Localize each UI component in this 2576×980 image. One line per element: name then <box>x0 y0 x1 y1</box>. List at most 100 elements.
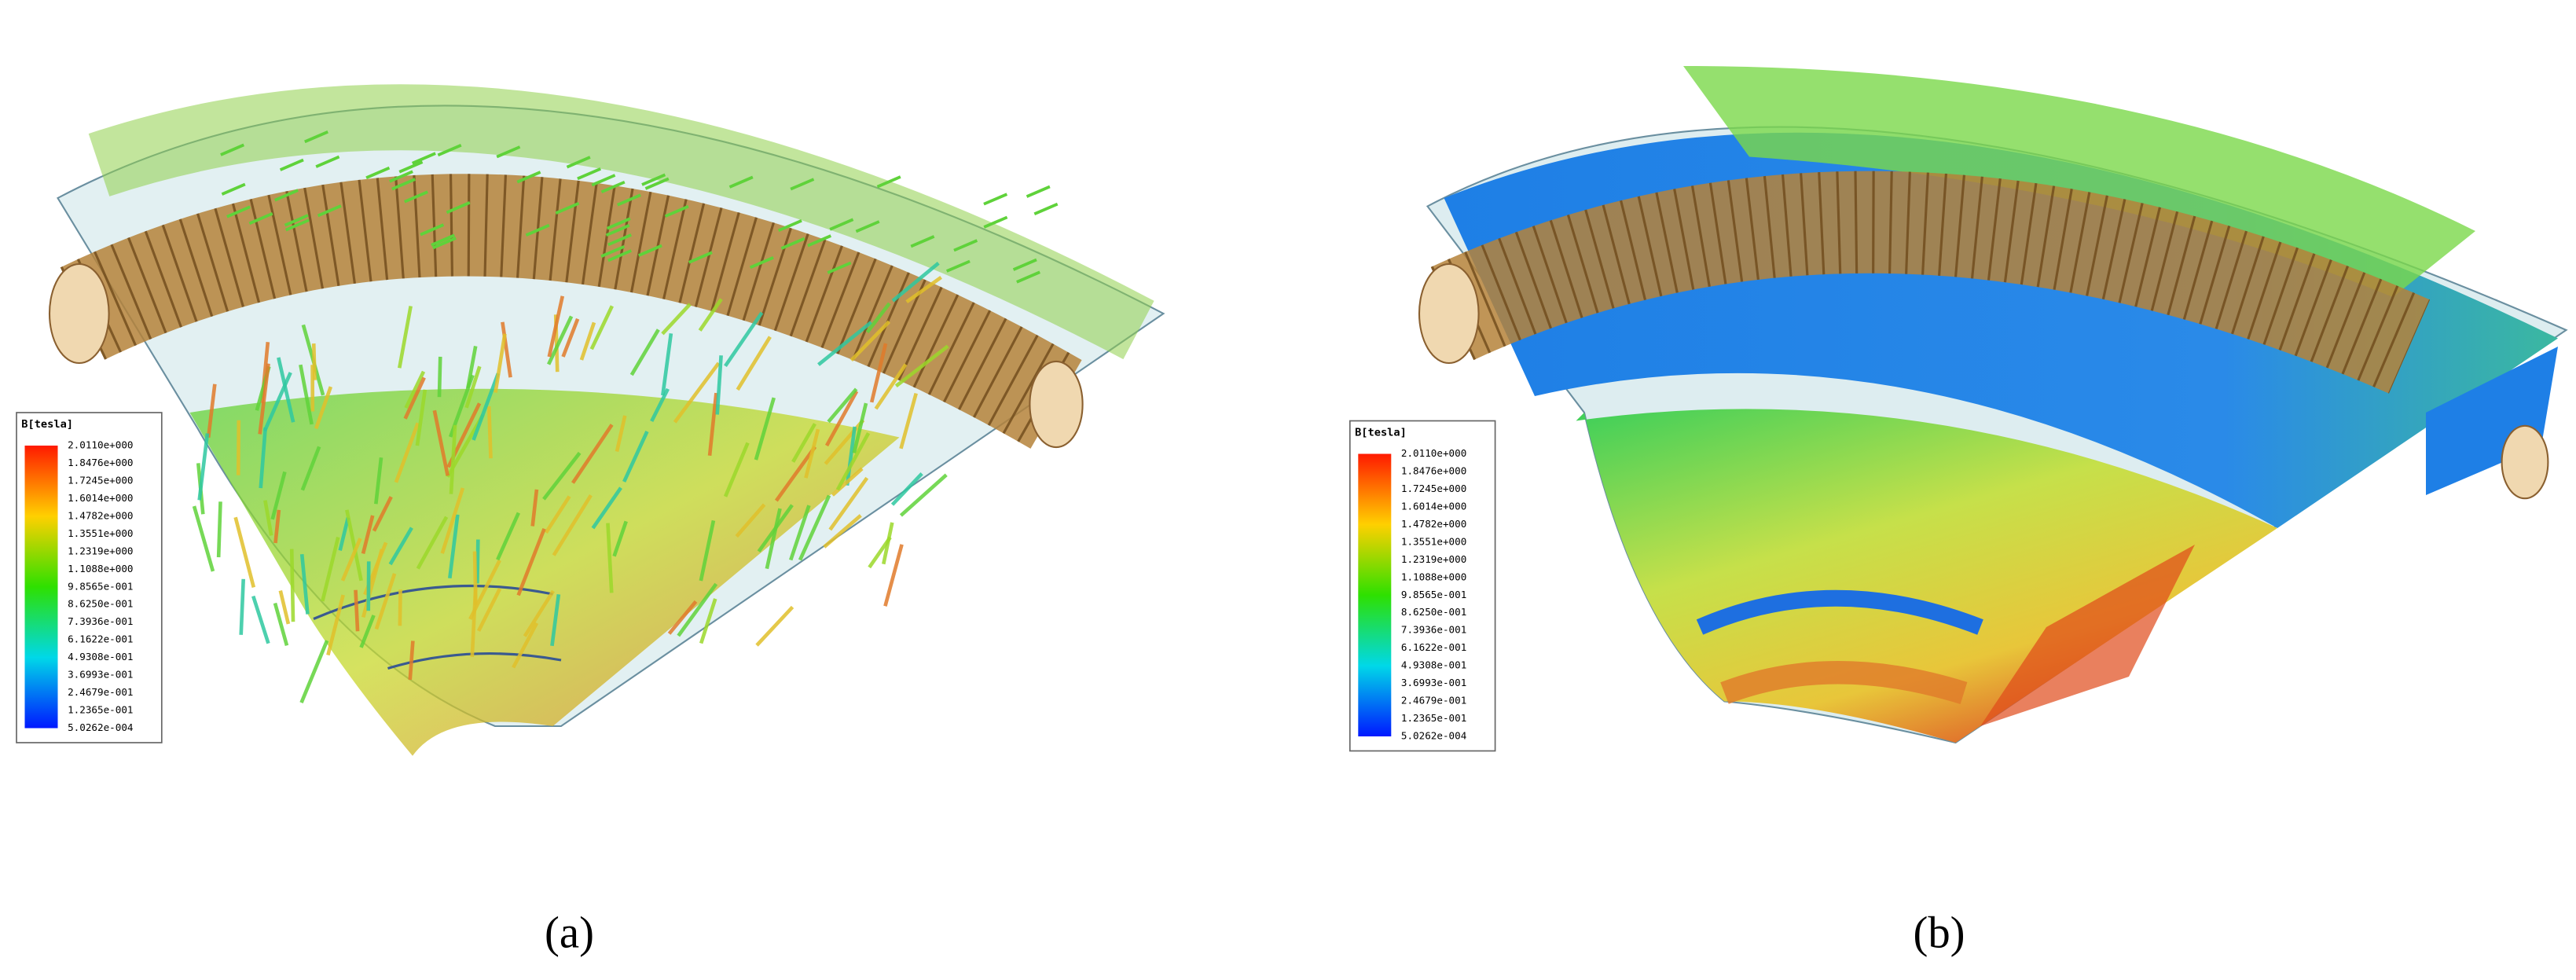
field-arrow <box>606 217 631 230</box>
field-arrow <box>789 505 811 561</box>
field-arrow <box>262 372 292 432</box>
field-arrow <box>226 205 251 218</box>
legend-value: 6.1622e-001 <box>68 633 133 645</box>
field-arrow <box>600 180 626 194</box>
legend-value: 2.4679e-001 <box>68 686 133 698</box>
field-arrow <box>361 549 384 618</box>
field-arrow <box>629 329 660 376</box>
field-arrow <box>591 174 616 187</box>
field-arrow <box>389 170 413 183</box>
field-arrow <box>550 594 561 647</box>
field-arrow <box>736 336 772 391</box>
field-arrow <box>876 175 901 189</box>
legend-value: 8.6250e-001 <box>1401 606 1466 618</box>
field-arrow <box>516 527 546 596</box>
field-arrow <box>432 237 457 250</box>
legend-value: 1.8476e+000 <box>1401 464 1466 476</box>
field-arrow <box>791 423 816 463</box>
field-arrow <box>749 256 774 270</box>
field-arrow <box>284 214 309 227</box>
field-arrow <box>622 431 649 483</box>
legend-value: 4.9308e-001 <box>68 651 133 663</box>
legend-value: 5.0262e-004 <box>68 721 133 733</box>
field-arrow <box>899 473 948 517</box>
legend-value: 3.6993e-001 <box>1401 677 1466 688</box>
field-arrow <box>486 406 493 459</box>
field-arrow <box>496 512 520 561</box>
field-arrow <box>547 315 574 365</box>
legend-value: 1.6014e+000 <box>1401 500 1466 512</box>
field-arrow <box>845 426 857 486</box>
field-arrow <box>437 144 462 157</box>
field-arrow <box>374 573 397 630</box>
field-arrow <box>284 218 310 232</box>
field-arrow <box>299 640 329 703</box>
field-arrow <box>354 589 360 632</box>
legend-value: 1.4782e+000 <box>68 509 133 521</box>
field-arrow <box>270 471 287 520</box>
field-arrow <box>496 145 521 159</box>
field-arrow <box>790 178 815 191</box>
field-arrow <box>829 218 854 231</box>
field-arrow <box>945 259 971 273</box>
legend-value: 4.9308e-001 <box>1401 659 1466 671</box>
field-arrow <box>448 514 460 579</box>
field-arrow <box>398 160 424 174</box>
field-arrow <box>688 251 713 264</box>
field-arrow <box>326 594 345 656</box>
legend-title: B[tesla] <box>1355 426 1407 439</box>
field-arrow <box>472 373 501 441</box>
field-arrow <box>865 302 891 334</box>
field-arrow <box>220 143 245 156</box>
field-arrow <box>361 515 375 555</box>
field-arrow <box>466 346 478 389</box>
field-arrow <box>728 175 754 189</box>
field-arrow <box>849 320 891 362</box>
field-arrow <box>440 487 465 554</box>
field-arrow <box>314 386 333 430</box>
field-arrow <box>566 156 591 169</box>
field-arrow <box>523 589 555 637</box>
field-arrow <box>953 239 978 252</box>
field-arrow <box>899 392 918 450</box>
legend-value: 1.1088e+000 <box>1401 571 1466 582</box>
field-arrow <box>530 489 539 527</box>
field-arrow <box>404 370 426 409</box>
legend-value: 1.2319e+000 <box>1401 553 1466 565</box>
field-arrow <box>835 432 871 491</box>
field-arrow <box>827 387 858 424</box>
field-arrow <box>251 595 270 644</box>
field-arrow <box>650 387 670 423</box>
field-arrow <box>577 167 602 181</box>
field-arrow <box>617 193 641 207</box>
field-arrow <box>449 424 457 494</box>
legend-value: 1.1088e+000 <box>68 563 133 574</box>
field-arrow <box>408 640 415 681</box>
field-arrow <box>883 544 904 607</box>
field-arrow <box>606 523 614 593</box>
field-arrow <box>372 496 393 532</box>
field-arrow <box>338 516 350 551</box>
field-arrow <box>374 457 383 505</box>
field-arrow <box>890 472 923 506</box>
field-arrow <box>411 152 436 165</box>
field-arrow <box>289 549 295 622</box>
field-arrow <box>359 615 376 648</box>
legend-value: 2.0110e+000 <box>1401 447 1466 459</box>
field-arrow <box>299 553 310 615</box>
legend-value: 5.0262e-004 <box>1401 730 1466 742</box>
field-arrow <box>804 428 820 479</box>
field-arrow <box>192 505 215 572</box>
field-arrow <box>600 244 626 259</box>
field-arrow <box>1033 202 1059 215</box>
field-arrow <box>869 343 888 403</box>
field-arrow <box>432 409 450 476</box>
field-arrow <box>661 303 692 336</box>
panel-label: (b) <box>1913 908 1965 957</box>
legends: B[tesla] 2.0110e+000 1.8476e+000 1.7245e+00… <box>16 412 1965 957</box>
field-arrow <box>754 397 776 461</box>
field-arrow <box>475 539 480 584</box>
legend-value: 7.3936e-001 <box>68 615 133 627</box>
field-arrow <box>673 362 721 424</box>
field-arrow <box>299 364 314 425</box>
